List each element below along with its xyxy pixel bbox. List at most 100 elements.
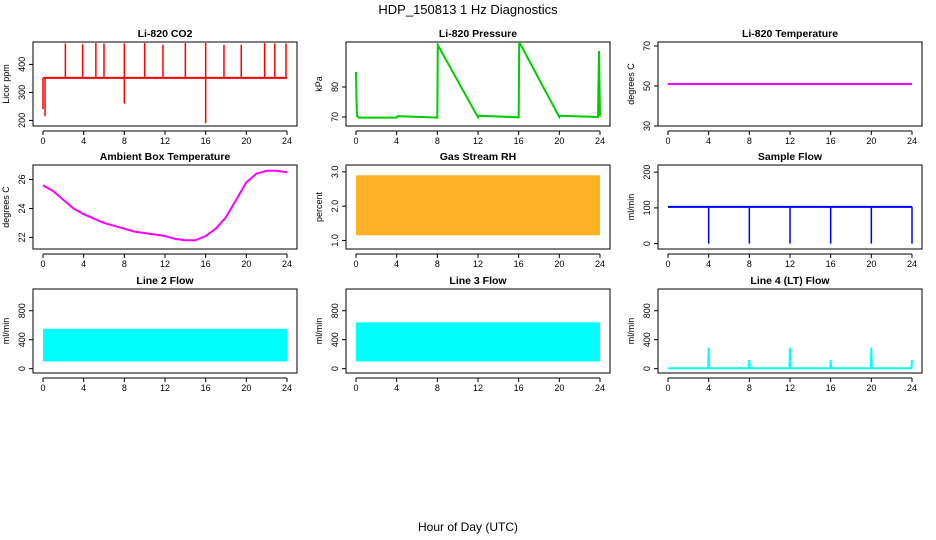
x-tick-label: 8	[122, 383, 127, 393]
plot-frame	[657, 41, 923, 127]
y-axis-label: ml/min	[626, 194, 636, 221]
x-tick-label: 4	[706, 259, 711, 269]
x-tick-label: 4	[394, 383, 399, 393]
x-tick-label: 0	[353, 136, 358, 146]
panel-title: Li-820 Temperature	[742, 28, 838, 40]
y-tick-label: 100	[642, 200, 652, 215]
x-tick-label: 16	[201, 136, 211, 146]
panel-title: Line 3 Flow	[449, 275, 507, 287]
plot-frame	[32, 288, 298, 374]
plot-frame	[657, 164, 923, 250]
plot-frame	[345, 288, 611, 374]
x-tick-label: 20	[554, 136, 564, 146]
y-tick-label: 400	[17, 332, 27, 347]
x-tick-label: 16	[826, 259, 836, 269]
panel-li-820-co2: Li-820 CO2 Licor ppm 200 300 400 0 4 8 12 16 20 24	[1, 28, 298, 146]
series-group	[43, 328, 287, 362]
series-band	[43, 328, 287, 362]
y-tick-label: 22	[17, 232, 27, 242]
series-group	[355, 43, 601, 120]
x-tick-label: 24	[595, 259, 605, 269]
panel-gas-stream-rh: Gas Stream RH percent 1.0 2.0 3.0 0 4 8 12 16 20 24	[314, 151, 611, 269]
y-tick-label: 300	[17, 85, 27, 100]
x-tick-label: 4	[81, 136, 86, 146]
x-tick-label: 20	[554, 383, 564, 393]
plot-frame	[345, 164, 611, 250]
x-tick-label: 12	[160, 136, 170, 146]
x-tick-label: 16	[201, 383, 211, 393]
x-tick-label: 4	[706, 383, 711, 393]
x-tick-label: 20	[241, 136, 251, 146]
y-tick-label: 24	[17, 203, 27, 213]
series-group	[668, 347, 913, 370]
panel-line-4-lt-flow: Line 4 (LT) Flow ml/min 0 400 800 0 4 8 12 16 20 24	[626, 275, 923, 393]
y-tick-label: 2.0	[330, 200, 340, 213]
y-tick-label: 400	[642, 332, 652, 347]
x-tick-label: 8	[122, 259, 127, 269]
x-tick-label: 8	[435, 136, 440, 146]
y-tick-label: 800	[17, 303, 27, 318]
x-tick-label: 8	[435, 383, 440, 393]
y-tick-label: 0	[17, 366, 27, 371]
y-tick-label: 26	[17, 174, 27, 184]
x-tick-label: 12	[473, 383, 483, 393]
y-tick-label: 80	[330, 82, 340, 92]
series-group	[42, 169, 288, 242]
panel-title: Gas Stream RH	[440, 151, 516, 163]
y-axis-label: degrees C	[626, 63, 636, 105]
panel-li-820-temperature: Li-820 Temperature degrees C 30 50 70 0 4 8 12 16…	[626, 28, 923, 146]
y-axis-label: kPa	[314, 76, 324, 92]
y-tick-label: 30	[642, 121, 652, 131]
x-tick-label: 8	[122, 136, 127, 146]
x-tick-label: 8	[747, 136, 752, 146]
panel-line-3-flow: Line 3 Flow ml/min 0 400 800 0 4 8 12 16 20 24	[314, 275, 611, 393]
panel-title: Line 4 (LT) Flow	[750, 275, 830, 287]
y-axis-label: ml/min	[1, 318, 11, 345]
panel-li-820-pressure: Li-820 Pressure kPa 70 80 0 4 8 12 16 20 24	[314, 28, 611, 146]
x-tick-label: 16	[514, 383, 524, 393]
x-tick-label: 0	[353, 383, 358, 393]
x-tick-label: 24	[907, 136, 917, 146]
plot-frame	[345, 41, 611, 127]
series-line	[668, 347, 913, 370]
y-tick-label: 400	[330, 332, 340, 347]
x-tick-label: 12	[785, 383, 795, 393]
y-tick-label: 200	[17, 113, 27, 128]
x-tick-label: 16	[514, 136, 524, 146]
x-tick-label: 12	[473, 136, 483, 146]
y-tick-label: 0	[642, 366, 652, 371]
panel-title: Li-820 Pressure	[439, 28, 517, 40]
x-tick-label: 24	[907, 383, 917, 393]
x-tick-label: 24	[595, 136, 605, 146]
y-tick-label: 800	[642, 303, 652, 318]
x-tick-label: 20	[554, 259, 564, 269]
x-tick-label: 4	[394, 136, 399, 146]
x-tick-label: 0	[40, 136, 45, 146]
x-tick-label: 24	[282, 383, 292, 393]
series-line	[42, 169, 288, 242]
x-tick-label: 24	[595, 383, 605, 393]
x-tick-label: 20	[866, 136, 876, 146]
x-tick-label: 8	[747, 259, 752, 269]
series-group	[42, 43, 287, 124]
y-tick-label: 400	[17, 57, 27, 72]
x-tick-label: 0	[40, 259, 45, 269]
x-tick-label: 12	[160, 259, 170, 269]
figure-xlabel: Hour of Day (UTC)	[418, 520, 518, 534]
series-band	[356, 322, 600, 362]
x-tick-label: 4	[81, 383, 86, 393]
x-tick-label: 16	[826, 383, 836, 393]
x-tick-label: 0	[40, 383, 45, 393]
panel-title: Line 2 Flow	[136, 275, 194, 287]
x-tick-label: 8	[435, 259, 440, 269]
x-tick-label: 20	[241, 259, 251, 269]
x-tick-label: 24	[907, 259, 917, 269]
panel-sample-flow: Sample Flow ml/min 0 100 200 0 4 8 12 16 20 24	[626, 151, 923, 269]
x-tick-label: 8	[747, 383, 752, 393]
x-tick-label: 12	[473, 259, 483, 269]
y-axis-label: ml/min	[626, 318, 636, 345]
panel-title: Ambient Box Temperature	[100, 151, 231, 163]
y-tick-label: 50	[642, 81, 652, 91]
x-tick-label: 0	[665, 259, 670, 269]
